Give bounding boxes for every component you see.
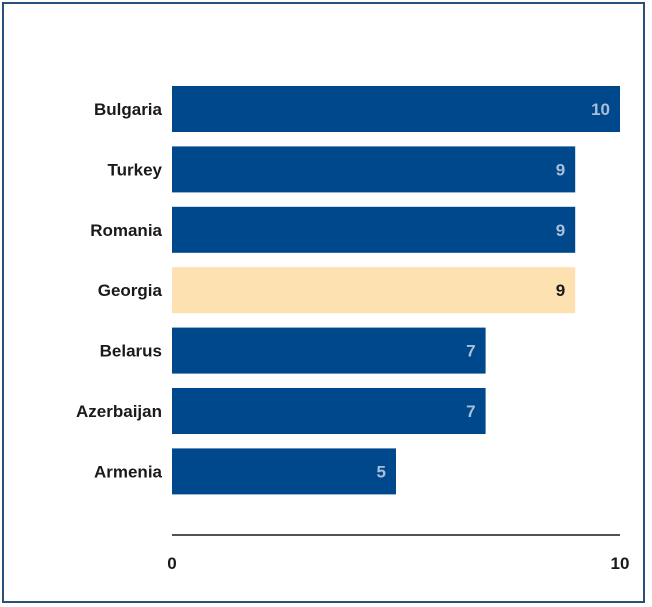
- value-label-belarus: 7: [466, 342, 475, 361]
- bar-turkey: [172, 146, 576, 193]
- category-label-turkey: Turkey: [108, 160, 163, 179]
- bar-armenia: [172, 448, 396, 495]
- bar-romania: [172, 206, 576, 253]
- bar-bulgaria: [172, 86, 620, 132]
- x-tick-label-0: 0: [167, 554, 176, 573]
- bar-azerbaijan: [172, 388, 486, 434]
- category-label-romania: Romania: [90, 221, 162, 240]
- value-label-romania: 9: [556, 221, 565, 240]
- category-label-armenia: Armenia: [94, 462, 163, 481]
- x-axis-ticks-layer: 0 10: [167, 554, 629, 573]
- category-label-georgia: Georgia: [98, 281, 163, 300]
- value-labels-layer: 10 9 9 9 7 7 5: [377, 100, 610, 481]
- bar-georgia: [172, 267, 576, 314]
- category-labels-layer: Bulgaria Turkey Romania Georgia Belarus Azerb…: [76, 100, 163, 481]
- value-label-turkey: 9: [556, 160, 565, 179]
- value-label-georgia: 9: [556, 281, 565, 300]
- category-label-bulgaria: Bulgaria: [94, 100, 163, 119]
- bar-belarus: [172, 327, 486, 374]
- value-label-armenia: 5: [377, 462, 386, 481]
- value-label-bulgaria: 10: [591, 100, 610, 119]
- category-label-belarus: Belarus: [100, 342, 162, 361]
- x-tick-label-10: 10: [611, 554, 630, 573]
- bars-layer: [172, 86, 620, 495]
- value-label-azerbaijan: 7: [466, 402, 475, 421]
- category-label-azerbaijan: Azerbaijan: [76, 402, 162, 421]
